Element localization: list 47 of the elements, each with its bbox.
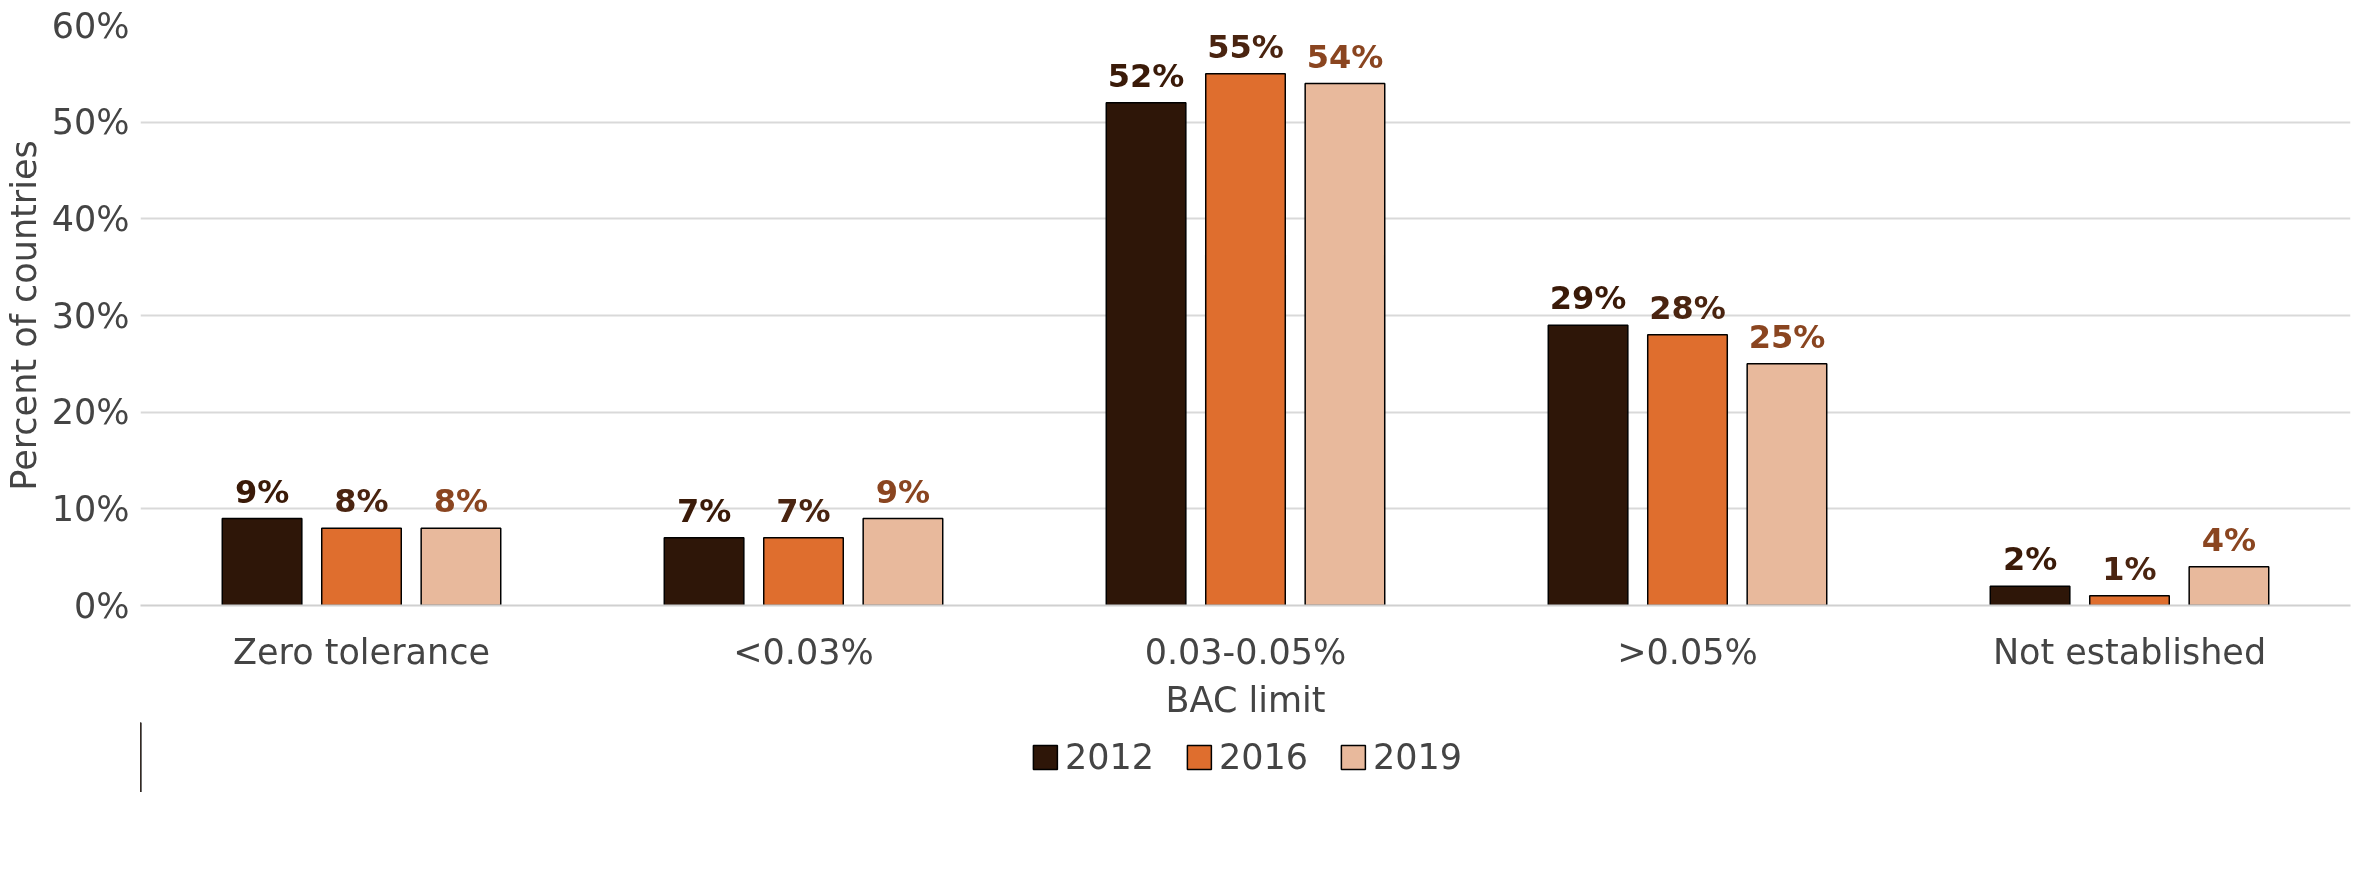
x-tick-label: Not established — [1992, 631, 2267, 672]
data-label: 28% — [1649, 288, 1726, 327]
legend-label: 2019 — [1373, 737, 1463, 777]
x-axis-title: BAC limit — [1165, 679, 1326, 720]
data-label: 52% — [1107, 56, 1185, 95]
bar — [1989, 585, 2071, 606]
x-tick-label: Zero tolerance — [233, 631, 490, 672]
data-label: 2% — [2002, 540, 2058, 579]
bar — [2188, 566, 2270, 606]
y-tick-label: 50% — [51, 102, 130, 143]
bar — [320, 527, 403, 606]
bar — [1105, 102, 1187, 606]
data-label: 8% — [433, 482, 489, 521]
y-tick-label: 60% — [51, 5, 130, 46]
bar — [1204, 73, 1287, 606]
bar — [862, 517, 944, 606]
y-tick-label: 0% — [73, 585, 130, 626]
bar — [221, 517, 303, 606]
bar — [2088, 595, 2171, 606]
bar — [1746, 363, 1828, 606]
x-tick-label: <0.03% — [733, 631, 874, 672]
data-label: 25% — [1748, 317, 1826, 356]
data-label: 1% — [2102, 549, 2157, 588]
data-label: 8% — [334, 482, 389, 521]
data-label: 29% — [1549, 279, 1627, 318]
x-tick-label: >0.05% — [1617, 631, 1758, 672]
y-tick-label: 20% — [51, 392, 130, 433]
data-label: 54% — [1306, 37, 1384, 76]
data-label: 9% — [234, 472, 290, 511]
data-label: 55% — [1207, 27, 1284, 66]
y-axis-title: Percent of countries — [3, 140, 44, 491]
legend-label: 2016 — [1218, 737, 1309, 777]
y-tick-label: 10% — [51, 488, 130, 529]
data-label: 7% — [676, 491, 732, 530]
bar — [1547, 324, 1629, 606]
data-label: 4% — [2201, 520, 2257, 559]
data-label: 9% — [875, 472, 931, 511]
y-tick-label: 30% — [51, 295, 130, 336]
data-label: 7% — [776, 491, 831, 530]
bar — [762, 537, 845, 606]
bar — [420, 527, 502, 606]
bar — [663, 537, 745, 606]
y-tick-label: 40% — [51, 198, 130, 239]
legend-label: 2012 — [1064, 737, 1154, 777]
bar — [1646, 334, 1729, 606]
x-tick-label: 0.03-0.05% — [1144, 631, 1347, 672]
bar — [1304, 82, 1386, 606]
